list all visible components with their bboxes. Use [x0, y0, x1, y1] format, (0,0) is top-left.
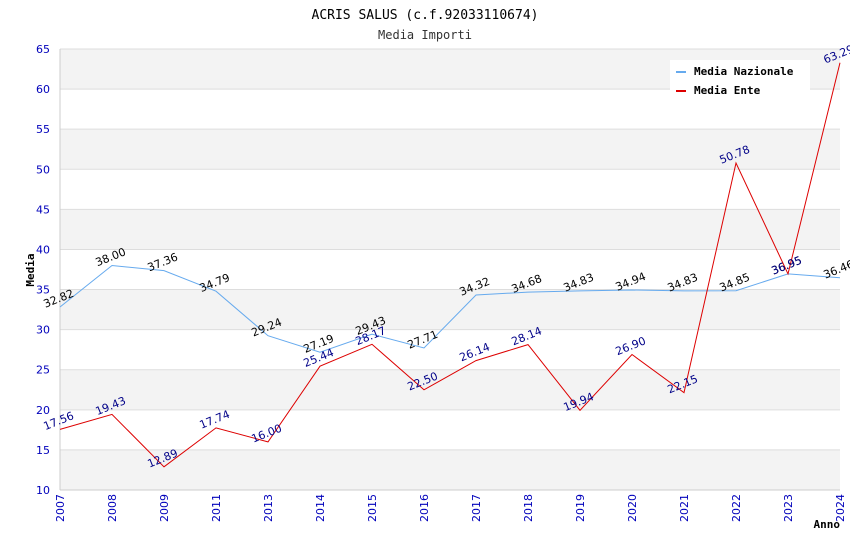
y-axis-label: Media — [24, 253, 37, 286]
x-tick-label: 2017 — [470, 494, 483, 522]
legend-box — [670, 60, 810, 102]
y-tick-label: 25 — [36, 364, 50, 377]
legend: Media Nazionale Media Ente — [670, 60, 810, 102]
data-label: 26.14 — [458, 340, 492, 364]
y-tick-label: 30 — [36, 324, 50, 337]
x-tick-label: 2013 — [262, 494, 275, 522]
chart-title: ACRIS SALUS (c.f.92033110674) — [312, 8, 539, 23]
x-tick-label: 2016 — [418, 494, 431, 522]
x-tick-label: 2009 — [158, 494, 171, 522]
y-tick-label: 10 — [36, 484, 50, 497]
series-lines — [59, 62, 841, 468]
data-label: 17.74 — [198, 408, 232, 432]
data-label: 26.90 — [614, 334, 648, 358]
y-tick-label: 50 — [36, 163, 50, 176]
x-axis-ticks: 2007 2008 2009 2011 2013 2014 2015 2016 2017 2018… — [54, 494, 847, 522]
x-tick-label: 2008 — [106, 494, 119, 522]
y-tick-label: 60 — [36, 83, 50, 96]
grid-band — [60, 449, 840, 490]
x-tick-label: 2019 — [574, 494, 587, 522]
y-tick-label: 65 — [36, 43, 50, 56]
grid-bands — [59, 48, 840, 491]
x-axis-label: Anno — [814, 518, 841, 531]
x-tick-label: 2007 — [54, 494, 67, 522]
y-tick-label: 20 — [36, 404, 50, 417]
series-line — [59, 264, 841, 353]
x-tick-label: 2024 — [834, 494, 847, 522]
y-tick-label: 35 — [36, 284, 50, 297]
y-tick-label: 15 — [36, 444, 50, 457]
x-tick-label: 2018 — [522, 494, 535, 522]
y-axis-ticks: 10 15 20 25 30 35 40 45 50 55 60 65 — [36, 43, 50, 497]
x-tick-label: 2021 — [678, 494, 691, 522]
series-line — [59, 62, 841, 468]
grid-band — [60, 129, 840, 170]
grid-band — [60, 369, 840, 410]
legend-entry: Media Ente — [694, 84, 761, 97]
x-tick-label: 2023 — [782, 494, 795, 522]
grid-band — [60, 209, 840, 250]
chart-subtitle: Media Importi — [378, 28, 472, 42]
grid-band — [60, 289, 840, 330]
x-tick-label: 2015 — [366, 494, 379, 522]
x-tick-label: 2014 — [314, 494, 327, 522]
y-tick-label: 45 — [36, 203, 50, 216]
y-tick-label: 40 — [36, 243, 50, 256]
y-tick-label: 55 — [36, 123, 50, 136]
x-tick-label: 2011 — [210, 494, 223, 522]
x-tick-label: 2020 — [626, 494, 639, 522]
x-tick-label: 2022 — [730, 494, 743, 522]
legend-entry: Media Nazionale — [694, 65, 794, 78]
